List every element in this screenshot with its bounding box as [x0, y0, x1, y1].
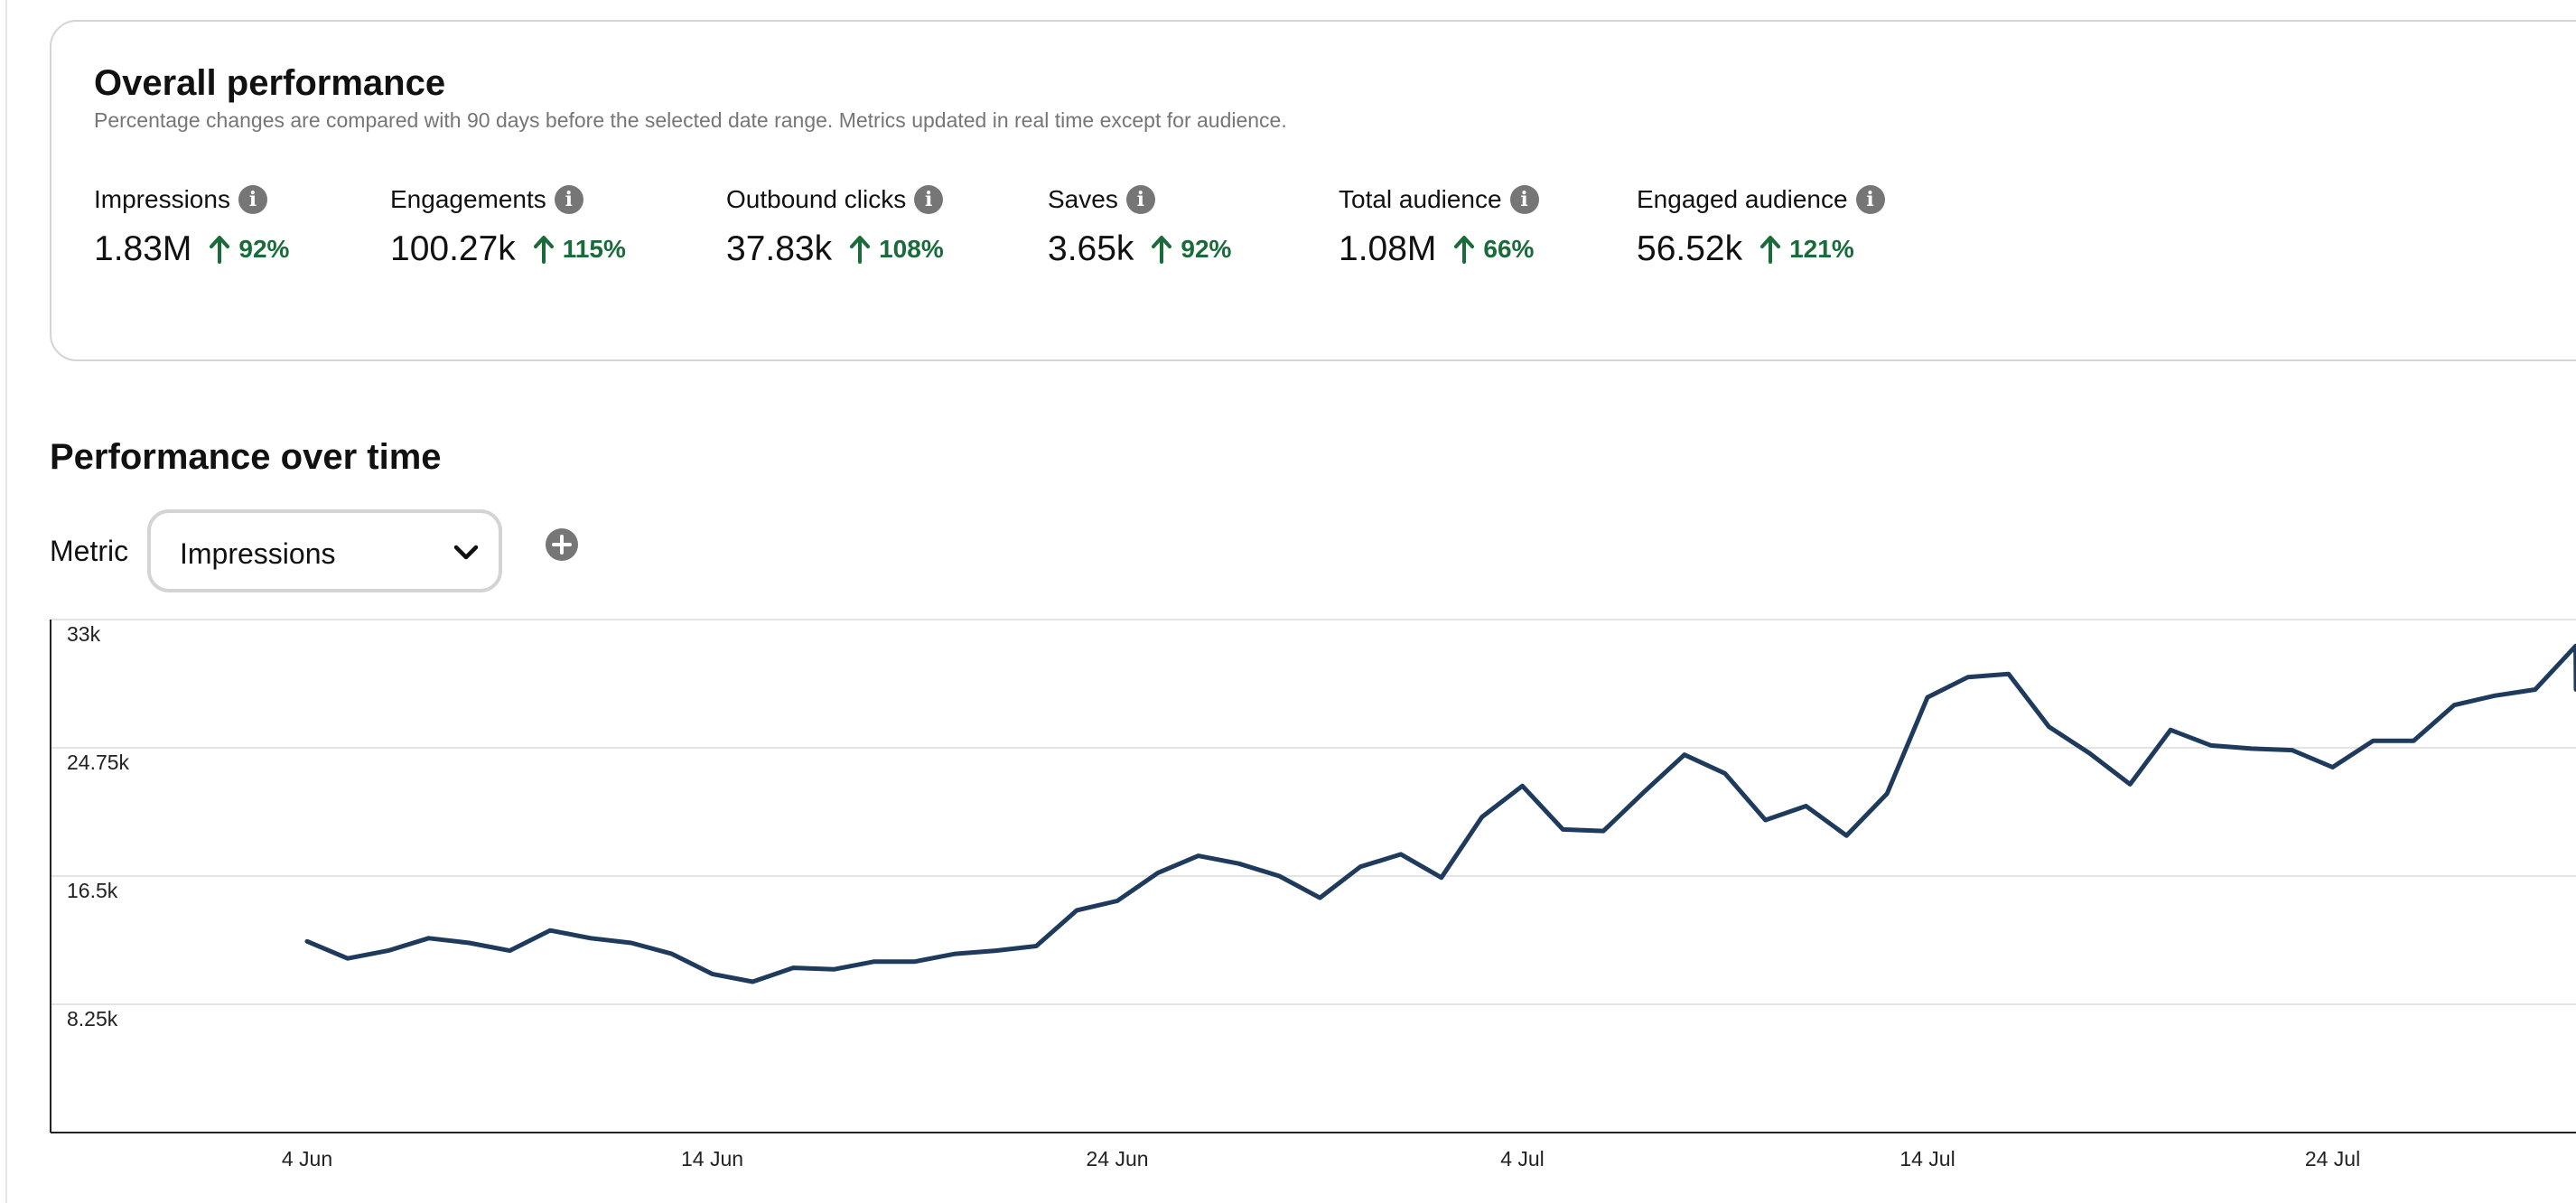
x-tick-label: 4 Jun [282, 1147, 332, 1170]
overall-performance-card [50, 20, 2576, 361]
metric-change: 92% [210, 235, 289, 264]
metric-value: 1.83M [94, 229, 192, 268]
arrow-up-icon [533, 236, 554, 264]
metric-label: Impressions [94, 185, 230, 213]
arrow-up-icon [1152, 236, 1172, 264]
overall-performance-title: Overall performance [94, 63, 446, 103]
series-line [304, 643, 2576, 984]
metric-change-value: 92% [1181, 235, 1232, 263]
metric-value: 37.83k [726, 229, 833, 268]
left-border [5, 0, 7, 1203]
metric-label: Engagements [390, 185, 546, 213]
metric-value: 1.08M [1339, 229, 1437, 268]
metric-label: Outbound clicks [726, 185, 907, 213]
x-tick-label: 14 Jul [1899, 1147, 1955, 1170]
metric-change-value: 121% [1789, 235, 1854, 263]
x-tick-label: 4 Jul [1500, 1147, 1545, 1170]
metric-saves: Saves i 3.65k 92% [1048, 181, 1231, 272]
metric-change-value: 66% [1483, 235, 1535, 263]
arrow-up-icon [1760, 236, 1781, 264]
metric-label: Engaged audience [1637, 185, 1848, 213]
metric-change: 115% [533, 235, 626, 264]
metric-change-value: 92% [238, 235, 290, 263]
info-icon[interactable]: i [238, 185, 267, 214]
metric-change: 92% [1152, 235, 1231, 264]
metric-value: 100.27k [390, 229, 516, 268]
metric-total-audience: Total audience i 1.08M 66% [1339, 181, 1539, 272]
impressions-line-chart: 33k 24.75k 16.5k 8.25k 4 Jun 14 Jun 24 Jun 4 Ju… [50, 619, 2576, 1170]
metric-dropdown-value: Impressions [180, 537, 336, 570]
metric-impressions: Impressions i 1.83M 92% [94, 181, 289, 272]
chevron-down-icon [453, 545, 479, 560]
overall-performance-subtitle: Percentage changes are compared with 90 … [94, 108, 1287, 132]
arrow-up-icon [1454, 236, 1475, 264]
metric-change-value: 115% [562, 235, 626, 263]
arrow-up-icon [850, 236, 871, 264]
arrow-up-icon [210, 236, 230, 264]
info-icon[interactable]: i [1509, 185, 1539, 214]
y-tick-label: 24.75k [67, 751, 130, 774]
metric-value: 56.52k [1637, 229, 1743, 268]
info-icon[interactable]: i [914, 185, 944, 214]
metric-value: 3.65k [1048, 229, 1134, 268]
plus-circle-icon[interactable] [545, 527, 579, 562]
metric-engaged-audience: Engaged audience i 56.52k 121% [1637, 181, 1885, 272]
x-tick-label: 14 Jun [681, 1147, 743, 1170]
metric-change: 121% [1760, 235, 1854, 264]
x-tick-label: 24 Jul [2305, 1147, 2360, 1170]
info-icon[interactable]: i [554, 185, 583, 214]
y-tick-label: 8.25k [67, 1007, 118, 1030]
info-icon[interactable]: i [1125, 185, 1155, 214]
metric-select-label: Metric [50, 535, 129, 567]
metric-label: Saves [1048, 185, 1118, 213]
metric-change-value: 108% [879, 235, 944, 263]
metric-engagements: Engagements i 100.27k 115% [390, 181, 626, 272]
metric-change: 66% [1454, 235, 1534, 264]
metric-change: 108% [850, 235, 944, 264]
metric-outbound-clicks: Outbound clicks i 37.83k 108% [726, 181, 944, 272]
y-tick-label: 33k [67, 622, 101, 646]
metric-dropdown[interactable]: Impressions [147, 509, 502, 592]
info-icon[interactable]: i [1855, 185, 1885, 214]
metric-label: Total audience [1339, 185, 1502, 213]
x-tick-label: 24 Jun [1086, 1147, 1148, 1170]
y-tick-label: 16.5k [67, 879, 118, 902]
performance-over-time-title: Performance over time [50, 437, 442, 477]
